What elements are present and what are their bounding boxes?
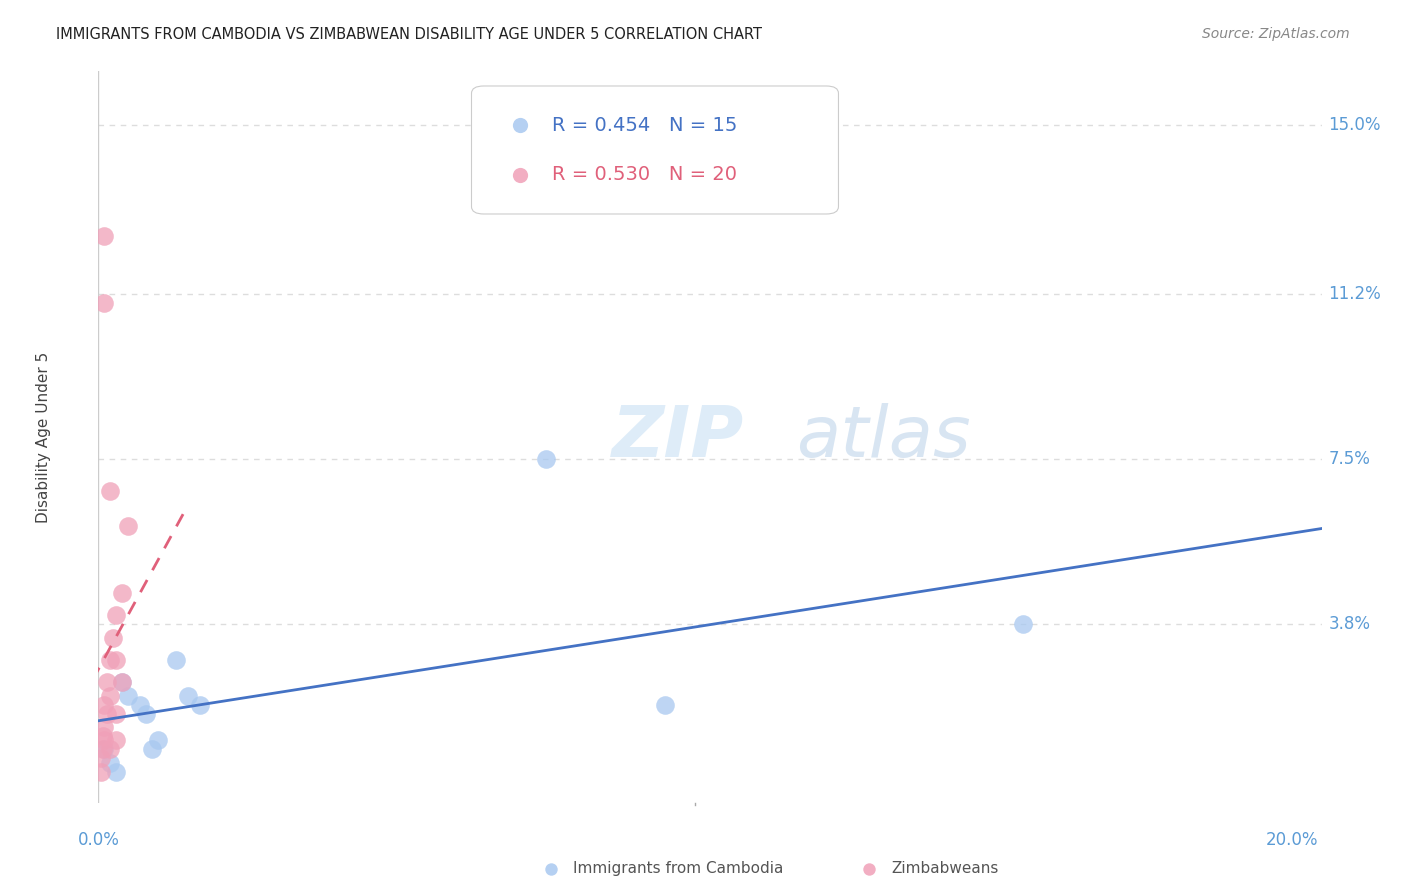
Point: [91, 742, 114, 756]
Point: [111, 675, 134, 690]
Point: [141, 742, 163, 756]
Point: [96, 675, 118, 690]
Point: [117, 689, 139, 703]
Point: [146, 733, 169, 747]
Point: [135, 706, 157, 721]
Point: [105, 608, 128, 623]
Point: [93, 742, 115, 756]
Point: [90, 751, 112, 765]
Point: [129, 698, 152, 712]
Point: [111, 586, 134, 600]
Text: Disability Age Under 5: Disability Age Under 5: [37, 351, 51, 523]
Point: [98, 689, 121, 703]
Point: [93, 733, 115, 747]
Point: [93, 229, 115, 244]
Point: [98, 742, 121, 756]
Text: IMMIGRANTS FROM CAMBODIA VS ZIMBABWEAN DISABILITY AGE UNDER 5 CORRELATION CHART: IMMIGRANTS FROM CAMBODIA VS ZIMBABWEAN D…: [56, 27, 762, 42]
Text: ZIP: ZIP: [612, 402, 744, 472]
Point: [98, 653, 121, 667]
Point: [96, 706, 118, 721]
Text: 3.8%: 3.8%: [1329, 615, 1371, 633]
Text: Immigrants from Cambodia: Immigrants from Cambodia: [574, 861, 783, 876]
Point: [165, 653, 187, 667]
Point: [93, 720, 115, 734]
Point: [93, 296, 115, 310]
Point: [188, 698, 211, 712]
Point: [111, 675, 134, 690]
Text: 11.2%: 11.2%: [1329, 285, 1381, 303]
Point: [105, 733, 128, 747]
Point: [117, 519, 139, 533]
Text: atlas: atlas: [796, 402, 970, 472]
Point: [105, 653, 128, 667]
Text: 0.0%: 0.0%: [77, 830, 120, 848]
Point: [654, 698, 676, 712]
Point: [177, 689, 200, 703]
Point: [98, 483, 121, 498]
Point: [534, 452, 557, 467]
Point: [103, 631, 125, 645]
FancyBboxPatch shape: [471, 86, 838, 214]
Point: [105, 764, 128, 779]
Point: [98, 756, 121, 770]
Text: 7.5%: 7.5%: [1329, 450, 1371, 468]
Point: [91, 729, 114, 743]
Text: R = 0.530   N = 20: R = 0.530 N = 20: [553, 165, 737, 185]
Text: R = 0.454   N = 15: R = 0.454 N = 15: [553, 116, 738, 135]
Point: [105, 706, 128, 721]
Text: Zimbabweans: Zimbabweans: [891, 861, 998, 876]
Text: Source: ZipAtlas.com: Source: ZipAtlas.com: [1202, 27, 1350, 41]
Point: [1012, 617, 1035, 632]
Point: [90, 764, 112, 779]
Text: 20.0%: 20.0%: [1265, 830, 1317, 848]
Text: 15.0%: 15.0%: [1329, 116, 1381, 134]
Point: [93, 698, 115, 712]
